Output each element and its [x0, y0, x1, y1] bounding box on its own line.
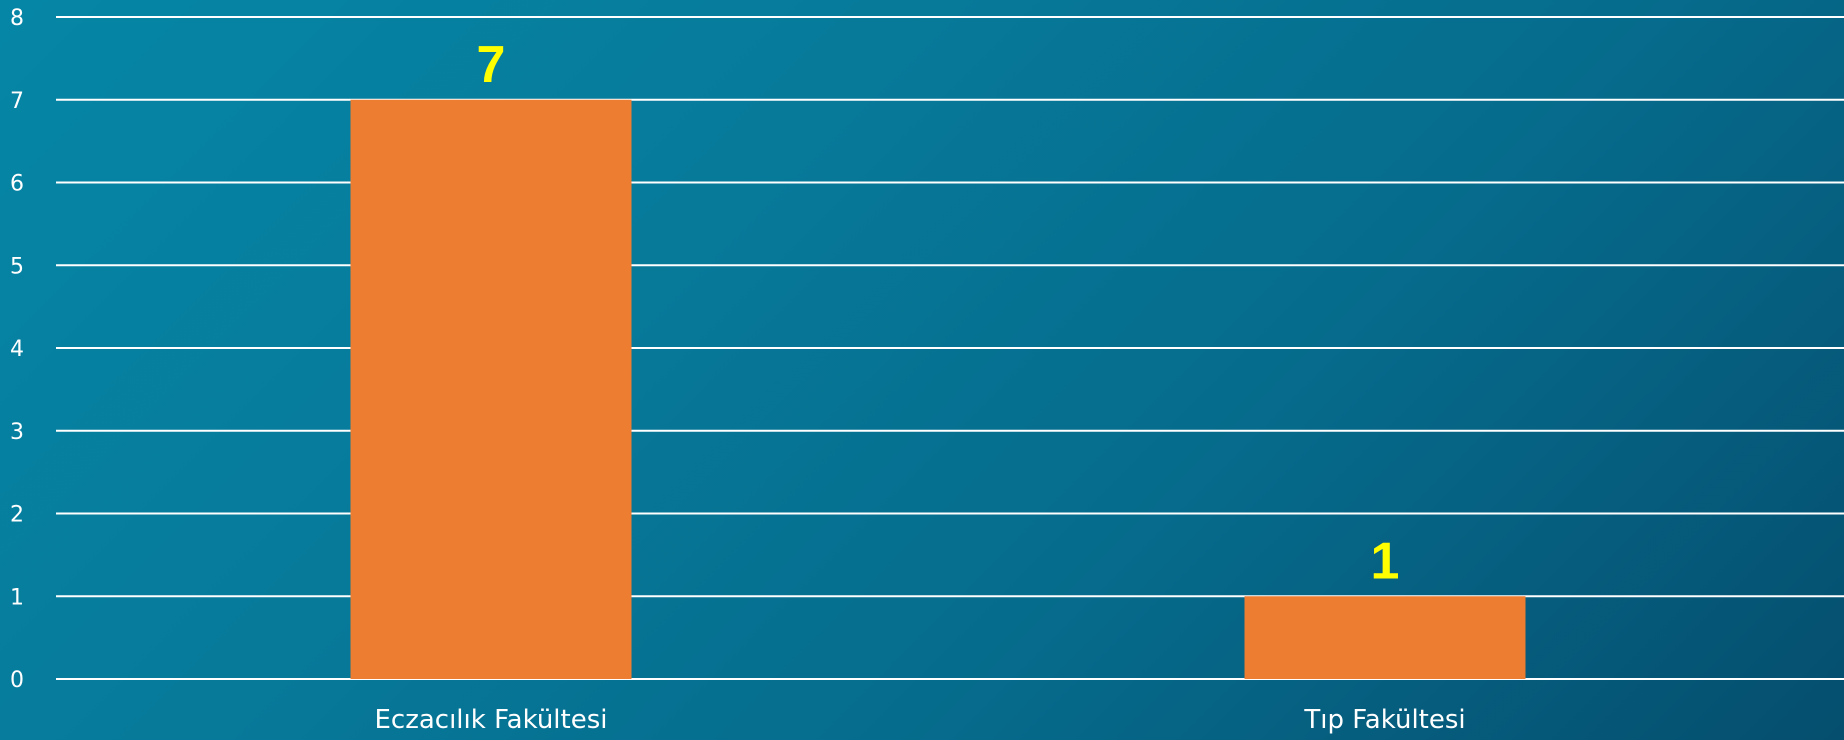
gridlines: [56, 16, 1844, 680]
y-tick-label: 3: [10, 420, 24, 445]
y-tick-label: 4: [10, 337, 24, 362]
bars: [350, 99, 1526, 679]
bar-1: [350, 99, 632, 679]
y-tick-label: 0: [10, 668, 24, 693]
y-tick-label: 2: [10, 503, 24, 528]
bar-2: [1244, 596, 1526, 679]
x-category-label: Tıp Fakültesi: [1303, 705, 1465, 735]
x-category-label: Eczacılık Fakültesi: [374, 705, 607, 735]
x-axis-category-labels: Eczacılık Fakültesi Tıp Fakültesi: [374, 705, 1465, 735]
y-axis-tick-labels: 0 1 2 3 4 5 6 7 8: [10, 6, 24, 693]
y-tick-label: 5: [10, 254, 24, 279]
data-labels: 71: [477, 36, 1400, 591]
y-tick-label: 1: [10, 585, 24, 610]
y-tick-label: 8: [10, 6, 24, 31]
data-label: 1: [1371, 532, 1400, 590]
y-tick-label: 6: [10, 172, 24, 197]
y-tick-label: 7: [10, 89, 24, 114]
data-label: 7: [477, 36, 506, 94]
